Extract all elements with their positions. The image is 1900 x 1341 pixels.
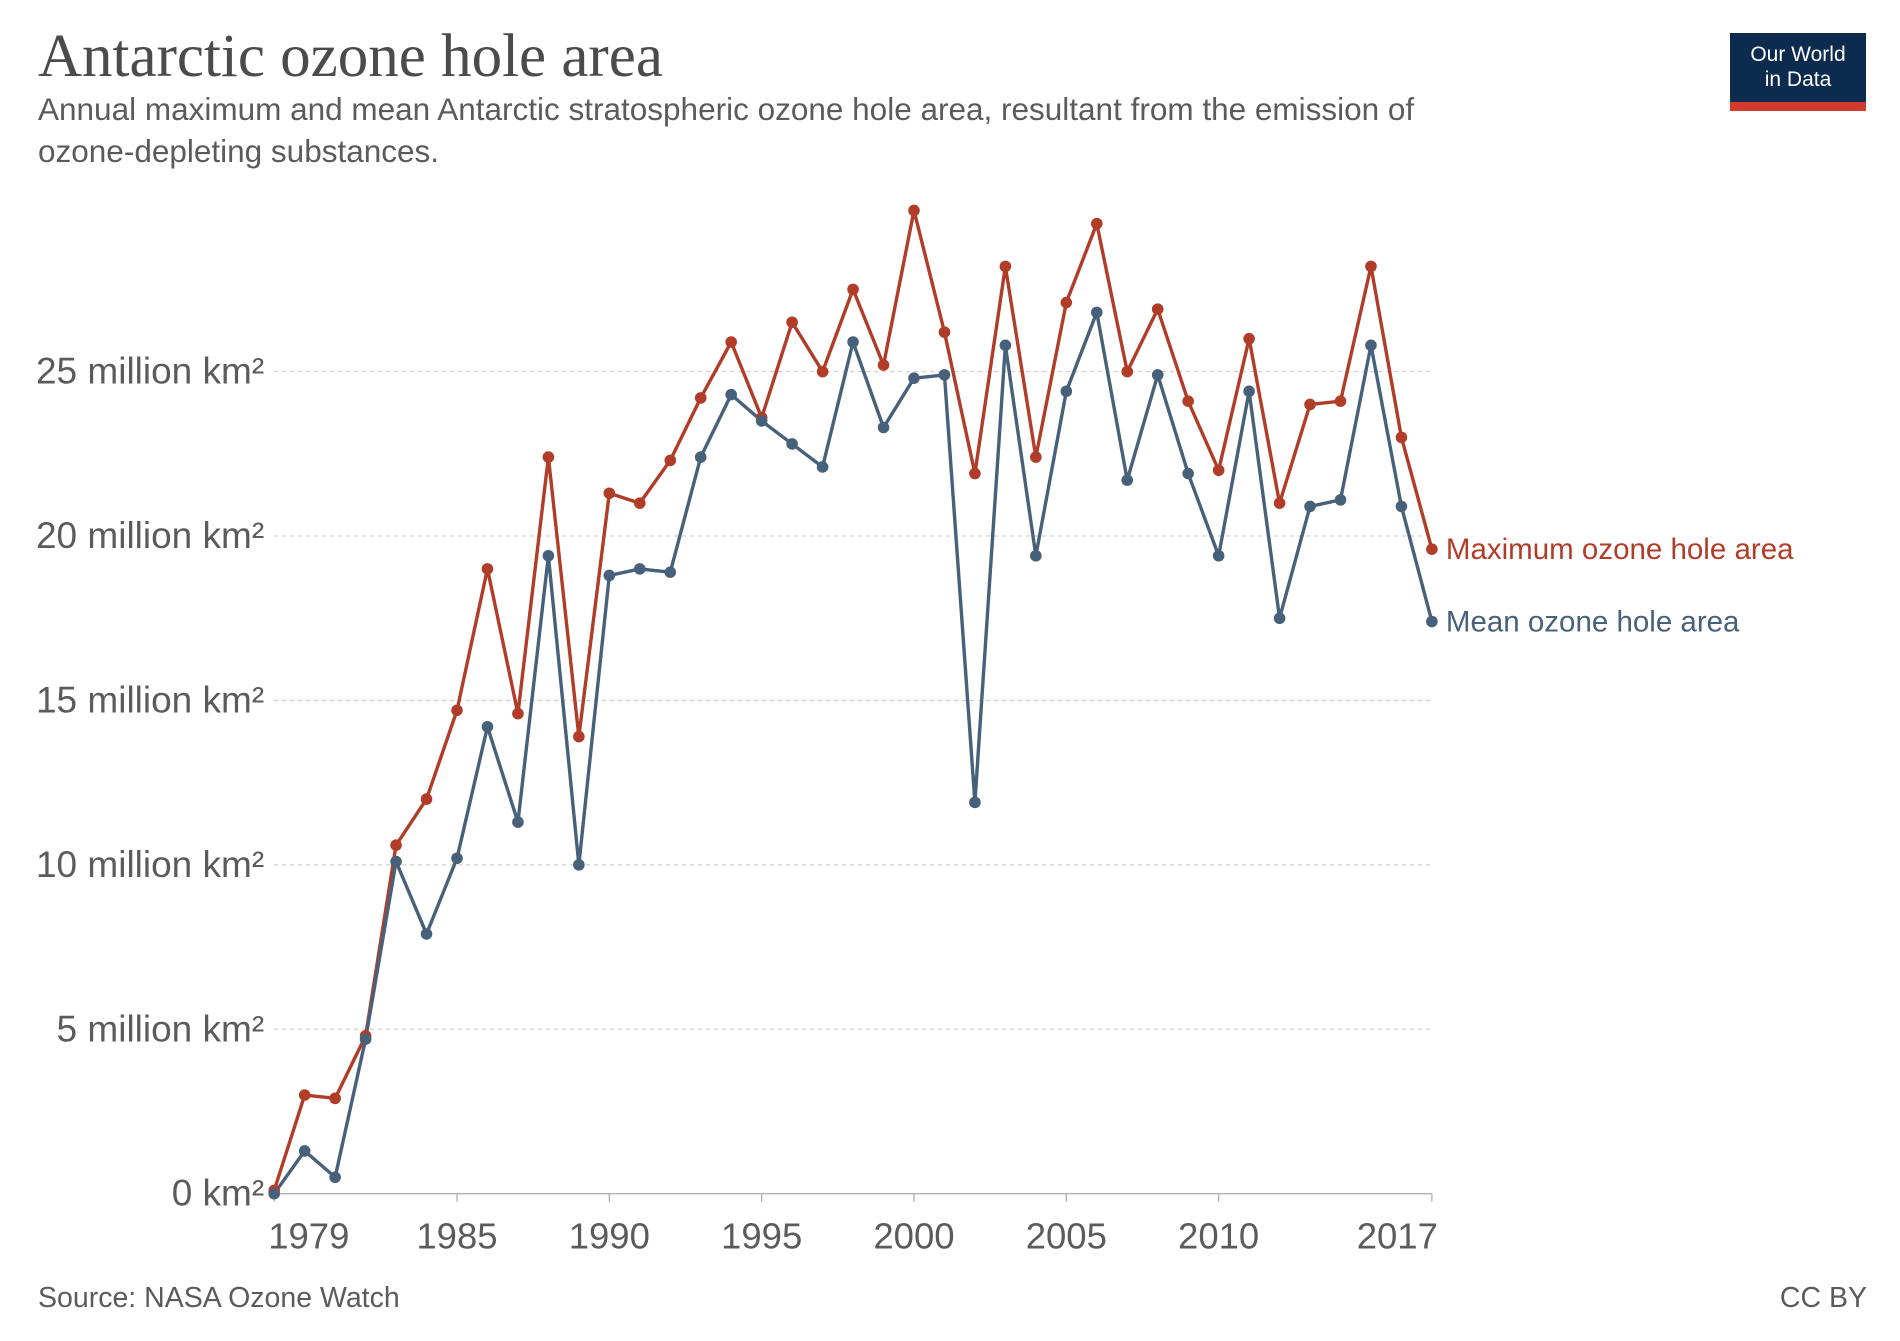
svg-text:25 million km²: 25 million km² — [36, 351, 264, 392]
svg-text:1985: 1985 — [416, 1216, 497, 1257]
svg-text:5 million km²: 5 million km² — [57, 1008, 265, 1049]
svg-text:1995: 1995 — [721, 1216, 802, 1257]
svg-text:2000: 2000 — [873, 1216, 954, 1257]
svg-text:Mean ozone hole area: Mean ozone hole area — [1446, 606, 1740, 639]
svg-text:10 million km²: 10 million km² — [36, 844, 264, 885]
svg-text:15 million km²: 15 million km² — [36, 679, 264, 720]
svg-text:2005: 2005 — [1026, 1216, 1107, 1257]
svg-text:2017: 2017 — [1357, 1216, 1438, 1257]
svg-text:Maximum ozone hole area: Maximum ozone hole area — [1446, 533, 1794, 566]
svg-text:20 million km²: 20 million km² — [36, 515, 264, 556]
svg-text:2010: 2010 — [1178, 1216, 1259, 1257]
svg-text:0 km²: 0 km² — [172, 1173, 265, 1214]
svg-text:1979: 1979 — [268, 1216, 349, 1257]
svg-text:1990: 1990 — [569, 1216, 650, 1257]
